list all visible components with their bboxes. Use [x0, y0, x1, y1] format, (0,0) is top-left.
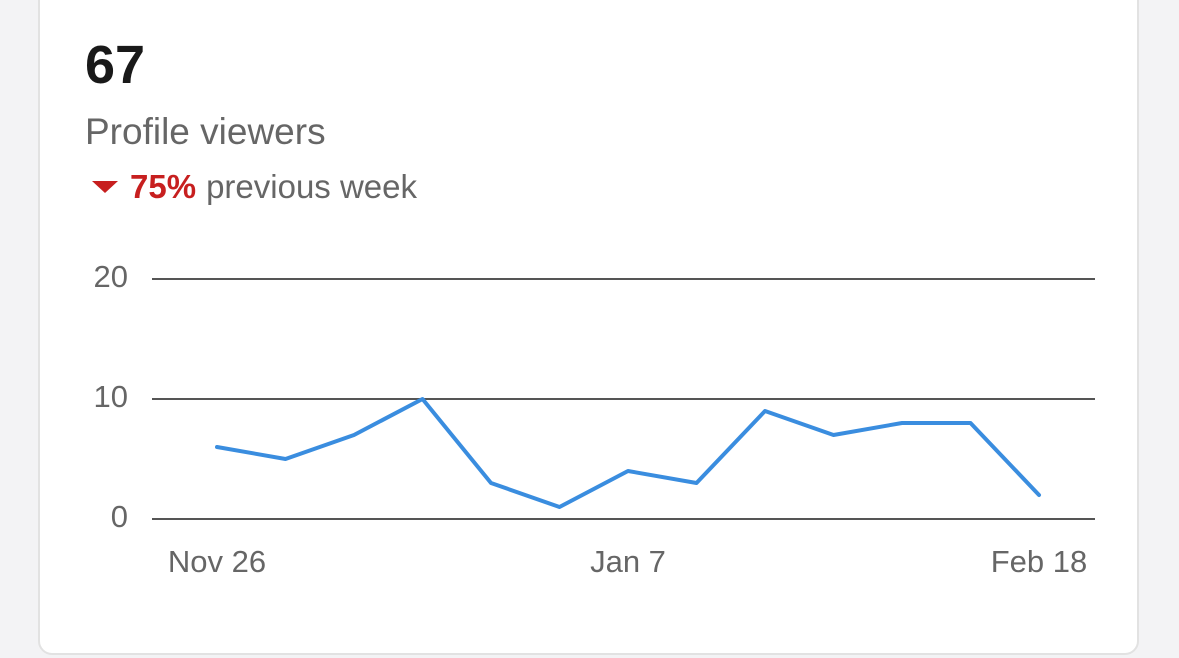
data-line [215, 397, 1041, 509]
x-tick-label: Nov 26 [168, 544, 266, 579]
metric-label: Profile viewers [85, 111, 326, 152]
y-tick-label: 10 [94, 379, 128, 414]
change-text: previous week [206, 168, 418, 205]
y-tick-label: 0 [111, 499, 128, 534]
x-tick-label: Jan 7 [590, 544, 666, 579]
change-row: 75% previous week [90, 168, 417, 206]
down-arrow [92, 181, 118, 193]
metric-value: 67 [85, 35, 146, 95]
y-tick-label: 20 [94, 259, 128, 294]
card [38, 0, 1139, 655]
x-tick-label: Feb 18 [991, 544, 1088, 579]
change-percent: 75% [130, 168, 197, 205]
